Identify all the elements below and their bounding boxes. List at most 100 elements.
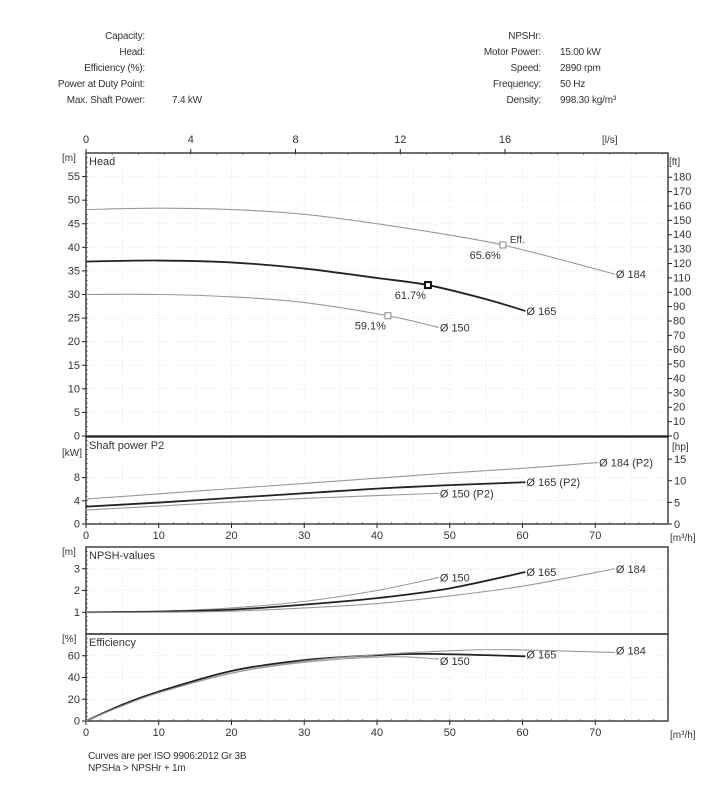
eff-label: Eff. xyxy=(510,235,525,246)
x-tick-label: 50 xyxy=(444,727,456,739)
footer-note-iso: Curves are per ISO 9906:2012 Gr 3B xyxy=(88,751,247,762)
series-label: Ø 184 xyxy=(616,269,646,281)
y-tick-label: 2 xyxy=(74,585,80,597)
y-tick-label: 50 xyxy=(68,195,80,207)
y-axis-unit: [m] xyxy=(62,153,76,164)
capacity-label: Capacity: xyxy=(105,31,145,42)
efficiency-value-label: 61.7% xyxy=(395,290,426,302)
x-tick-label: 30 xyxy=(298,727,310,739)
efficiency-point-marker xyxy=(499,241,507,249)
series-label: Ø 165 xyxy=(526,567,556,579)
power-duty-label: Power at Duty Point: xyxy=(57,79,145,90)
x-tick-label: 10 xyxy=(153,530,165,542)
x-top-axis-unit: [l/s] xyxy=(602,135,618,146)
y-tick-label: 3 xyxy=(74,563,80,575)
x-tick-label: 0 xyxy=(83,530,89,542)
series-line-165 xyxy=(85,259,526,312)
x-tick-label: 30 xyxy=(298,530,310,542)
series-line-165 xyxy=(85,481,526,508)
y2-tick-label-ft: 10 xyxy=(673,416,685,428)
efficiency-value-label: 65.6% xyxy=(470,250,501,262)
y-axis-unit: [kW] xyxy=(62,448,82,459)
x-axis-unit: [m³/h] xyxy=(670,730,696,741)
y-axis-unit: [m] xyxy=(62,547,76,558)
y-tick-label: 20 xyxy=(68,694,80,706)
x-top-tick-label: 12 xyxy=(394,134,406,146)
y2-tick-label-ft: 110 xyxy=(673,272,691,284)
frequency-value: 50 Hz xyxy=(560,79,586,90)
y-tick-label: 30 xyxy=(68,289,80,301)
frequency-label: Frequency: xyxy=(492,79,541,90)
x-top-tick-label: 8 xyxy=(292,134,298,146)
density-value: 998.30 kg/m³ xyxy=(560,95,616,106)
panel-title: Head xyxy=(89,156,115,168)
y2-tick-label-hp: 10 xyxy=(674,476,686,488)
y2-tick-label-ft: 50 xyxy=(673,359,685,371)
efficiency-point-marker xyxy=(384,312,392,320)
x-top-tick-label: 4 xyxy=(188,134,194,146)
panel-title: Shaft power P2 xyxy=(89,440,164,452)
x-tick-label: 40 xyxy=(371,727,383,739)
y-tick-label: 60 xyxy=(68,650,80,662)
x-top-tick-label: 16 xyxy=(499,134,511,146)
series-label: Ø 184 xyxy=(616,645,646,657)
series-label: Ø 150 (P2) xyxy=(440,488,494,500)
panel-frame xyxy=(85,436,669,525)
x-tick-label: 70 xyxy=(589,530,601,542)
series-label: Ø 165 (P2) xyxy=(526,477,580,489)
motor-power-label: Motor Power: xyxy=(483,47,541,58)
y-tick-label: 8 xyxy=(74,472,80,484)
y2-axis-unit: [hp] xyxy=(672,442,689,453)
x-axis-unit: [m³/h] xyxy=(670,533,696,544)
series-line-184 xyxy=(85,568,615,613)
series-label: Ø 150 xyxy=(440,656,470,668)
y2-tick-label-ft: 120 xyxy=(673,258,691,270)
y2-tick-label-ft: 160 xyxy=(673,200,691,212)
y2-tick-label-ft: 30 xyxy=(673,387,685,399)
x-top-tick-label: 0 xyxy=(83,134,89,146)
y2-tick-label-ft: 180 xyxy=(673,172,691,184)
speed-value: 2890 rpm xyxy=(560,63,601,74)
y-tick-label: 4 xyxy=(74,495,80,507)
series-label: Ø 165 xyxy=(526,306,556,318)
footer-note-npsh: NPSHa > NPSHr + 1m xyxy=(88,763,186,774)
series-line-165 xyxy=(85,571,526,614)
y-tick-label: 40 xyxy=(68,242,80,254)
y2-tick-label-ft: 130 xyxy=(673,244,691,256)
series-label: Ø 165 xyxy=(526,649,556,661)
y2-tick-label-ft: 100 xyxy=(673,287,691,299)
x-tick-label: 70 xyxy=(589,727,601,739)
efficiency-point-marker xyxy=(423,281,432,290)
head-label: Head: xyxy=(119,47,145,58)
y2-tick-label-hp: 5 xyxy=(674,497,680,509)
y2-tick-label-ft: 150 xyxy=(673,215,691,227)
series-line-184 xyxy=(85,461,599,500)
y2-tick-label-ft: 140 xyxy=(673,229,691,241)
series-line-184 xyxy=(85,207,616,275)
max-shaft-power-label: Max. Shaft Power: xyxy=(66,95,146,106)
x-tick-label: 50 xyxy=(444,530,456,542)
density-label: Density: xyxy=(506,95,541,106)
npshr-label: NPSHr: xyxy=(508,31,541,42)
series-line-165 xyxy=(85,652,526,722)
y2-tick-label-hp: 0 xyxy=(674,519,680,531)
y2-tick-label-hp: 15 xyxy=(674,454,686,466)
y2-tick-label-ft: 0 xyxy=(673,431,679,443)
y-tick-label: 0 xyxy=(74,519,80,531)
y-tick-label: 40 xyxy=(68,672,80,684)
efficiency-value-label: 59.1% xyxy=(355,321,386,333)
y-tick-label: 10 xyxy=(68,383,80,395)
y2-tick-label-ft: 90 xyxy=(673,301,685,313)
y2-axis-unit: [ft] xyxy=(669,157,680,168)
x-tick-label: 60 xyxy=(516,530,528,542)
y-tick-label: 45 xyxy=(68,218,80,230)
y-tick-label: 0 xyxy=(74,431,80,443)
panel-title: NPSH-values xyxy=(89,550,156,562)
series-line-150 xyxy=(85,492,439,511)
x-tick-label: 10 xyxy=(153,727,165,739)
y2-tick-label-ft: 40 xyxy=(673,373,685,385)
y2-tick-label-ft: 70 xyxy=(673,330,685,342)
y-tick-label: 20 xyxy=(68,336,80,348)
y2-tick-label-ft: 80 xyxy=(673,315,685,327)
